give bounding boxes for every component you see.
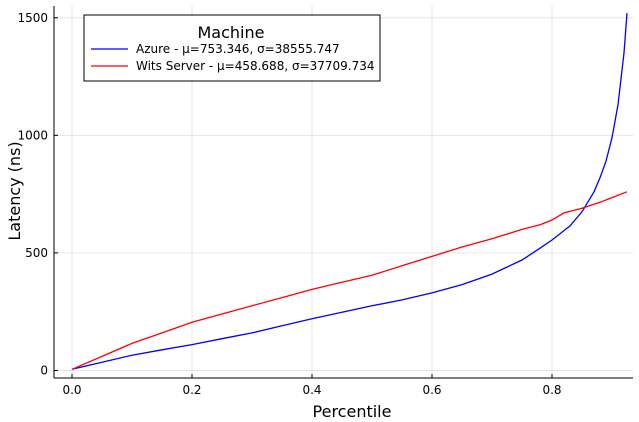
- x-tick-label: 0.0: [62, 383, 81, 397]
- series-line-azure: [71, 13, 628, 370]
- y-tick-label: 500: [25, 246, 48, 260]
- x-tick-label: 0.8: [542, 383, 561, 397]
- x-tick-label: 0.2: [182, 383, 201, 397]
- x-ticks: 0.0 0.2 0.4 0.6 0.8: [62, 374, 562, 397]
- axes: [53, 6, 633, 379]
- x-tick-label: 0.4: [302, 383, 321, 397]
- legend-entry-azure: Azure - μ=753.346, σ=38555.747: [136, 42, 340, 56]
- legend-title: Machine: [198, 23, 265, 42]
- y-tick-label: 1000: [17, 128, 48, 142]
- y-tick-label: 1500: [17, 11, 48, 25]
- series-line-wits-server: [71, 191, 628, 370]
- series-layer: [71, 13, 628, 370]
- legend: Machine Azure - μ=753.346, σ=38555.747 W…: [83, 14, 381, 82]
- legend-entry-wits-server: Wits Server - μ=458.688, σ=37709.734: [136, 59, 375, 73]
- legend-box: [83, 14, 381, 82]
- x-tick-label: 0.6: [422, 383, 441, 397]
- x-axis-label: Percentile: [313, 402, 392, 421]
- y-tick-label: 0: [40, 363, 48, 377]
- y-ticks: 0 500 1000 1500: [17, 11, 58, 377]
- y-axis-label: Latency (ns): [5, 141, 24, 240]
